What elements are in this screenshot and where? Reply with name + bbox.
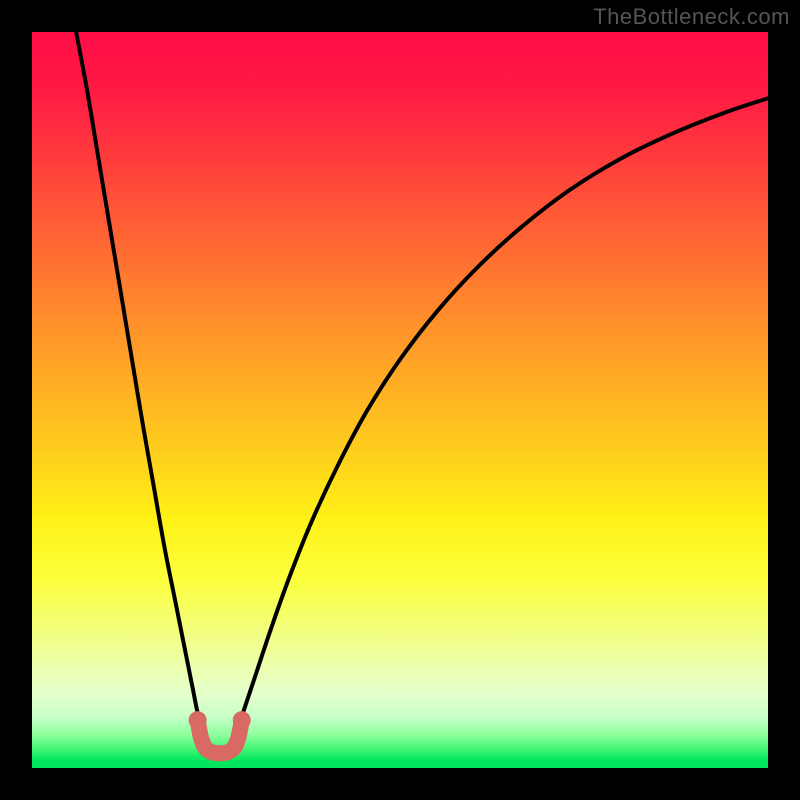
watermark-text: TheBottleneck.com — [593, 4, 790, 30]
optimum-cap — [189, 711, 207, 729]
optimum-cap — [233, 711, 251, 729]
chart-frame: TheBottleneck.com — [0, 0, 800, 800]
bottleneck-chart — [0, 0, 800, 800]
